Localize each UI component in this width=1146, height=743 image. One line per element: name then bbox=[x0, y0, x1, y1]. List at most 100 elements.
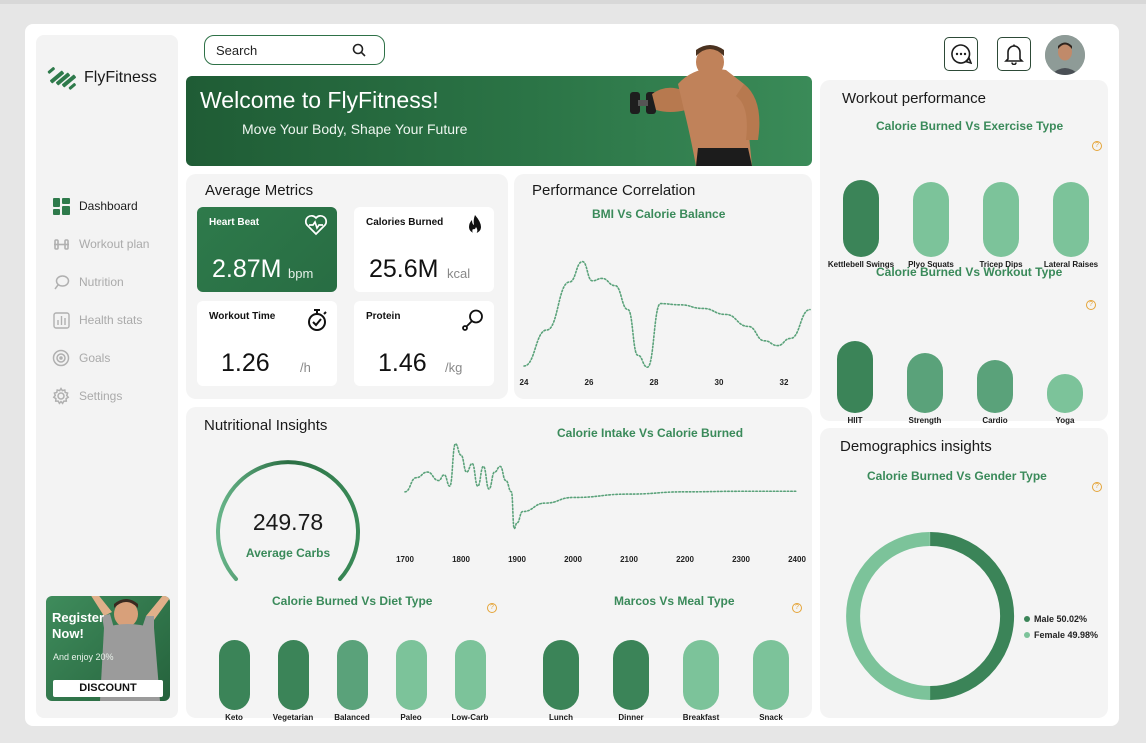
sidebar-item-settings[interactable]: Settings bbox=[52, 377, 176, 415]
banner-title: Welcome to FlyFitness! bbox=[200, 87, 439, 113]
x-tick-label: 24 bbox=[519, 378, 529, 387]
slice-male[interactable] bbox=[929, 532, 1015, 700]
bmi-line-chart bbox=[523, 260, 811, 369]
bar-cardio[interactable] bbox=[977, 360, 1013, 413]
heart-rate-icon bbox=[304, 214, 328, 236]
bar-vegetarian[interactable] bbox=[277, 640, 309, 710]
bar-dinner[interactable] bbox=[613, 640, 649, 710]
metric-label: Calories Burned bbox=[366, 217, 444, 228]
bar-label: Lateral Raises bbox=[1043, 260, 1099, 269]
bar-label: Cardio bbox=[982, 416, 1008, 425]
target-icon bbox=[52, 349, 70, 367]
metric-unit: kcal bbox=[447, 266, 471, 281]
calorie-series-line bbox=[404, 443, 798, 530]
info-icon[interactable]: ? bbox=[1092, 482, 1102, 492]
heart-beat-card[interactable]: Heart Beat 2.87M bpm bbox=[197, 207, 337, 292]
x-tick-label: 32 bbox=[779, 378, 789, 387]
bar-label: Snack bbox=[759, 713, 783, 722]
workout-performance-card: Workout performance Calorie Burned Vs Ex… bbox=[820, 80, 1108, 425]
sidebar-item-dashboard[interactable]: Dashboard bbox=[52, 187, 176, 225]
x-tick-label: 1700 bbox=[396, 555, 414, 564]
bar-snack[interactable] bbox=[753, 640, 789, 710]
bar-tricep-dips[interactable] bbox=[983, 182, 1019, 257]
search-bar[interactable]: Search bbox=[204, 35, 385, 65]
bar-strength[interactable] bbox=[907, 353, 943, 413]
metric-value: 1.26 bbox=[221, 349, 270, 377]
promo-title: Register Now! bbox=[52, 610, 105, 641]
legend-swatch bbox=[1024, 616, 1030, 622]
x-tick-label: 2000 bbox=[564, 555, 582, 564]
bar-balanced[interactable] bbox=[336, 640, 368, 710]
exercise-chart-title: Calorie Burned Vs Exercise Type bbox=[876, 119, 1064, 133]
metric-unit: /kg bbox=[445, 360, 463, 375]
legend-label: Female 49.98% bbox=[1034, 630, 1099, 640]
bar-yoga[interactable] bbox=[1047, 374, 1083, 413]
bar-low-carb[interactable] bbox=[454, 640, 486, 710]
sidebar-item-workout-plan[interactable]: Workout plan bbox=[52, 225, 176, 263]
metric-label: Protein bbox=[366, 311, 401, 322]
legend-label: Male 50.02% bbox=[1034, 614, 1088, 624]
meal-chart-title: Marcos Vs Meal Type bbox=[614, 594, 735, 608]
chat-icon bbox=[951, 44, 972, 65]
bar-lateral-raises[interactable] bbox=[1053, 182, 1089, 257]
workout-time-card[interactable]: Workout Time 1.26 /h bbox=[197, 301, 337, 386]
search-input[interactable]: Search bbox=[216, 43, 258, 58]
slice-female[interactable] bbox=[846, 532, 931, 701]
sidebar: FlyFitness Dashboard Workout plan Nutrit… bbox=[36, 35, 178, 718]
messages-button[interactable] bbox=[944, 37, 978, 71]
bmi-series-line bbox=[523, 260, 811, 369]
carbs-gauge bbox=[216, 460, 360, 581]
promo-subtitle: And enjoy 20% bbox=[53, 652, 114, 662]
discount-button[interactable]: DISCOUNT bbox=[53, 680, 163, 697]
bar-plyo-squats[interactable] bbox=[913, 182, 949, 257]
notifications-button[interactable] bbox=[997, 37, 1031, 71]
bodybuilder-image bbox=[630, 45, 760, 166]
sidebar-nav: Dashboard Workout plan Nutrition Health … bbox=[52, 187, 176, 415]
nutritional-insights-card: Nutritional Insights 249.78 Average Carb… bbox=[186, 407, 812, 722]
bar-label: Balanced bbox=[334, 713, 370, 722]
x-tick-label: 1800 bbox=[452, 555, 470, 564]
sidebar-item-nutrition[interactable]: Nutrition bbox=[52, 263, 176, 301]
app-logo[interactable]: FlyFitness bbox=[46, 65, 157, 91]
sidebar-item-goals[interactable]: Goals bbox=[52, 339, 176, 377]
bar-lunch[interactable] bbox=[543, 640, 579, 710]
bar-hiit[interactable] bbox=[837, 341, 873, 413]
info-icon[interactable]: ? bbox=[1086, 300, 1096, 310]
dumbbell-icon bbox=[52, 235, 70, 253]
info-icon[interactable]: ? bbox=[1092, 141, 1102, 151]
window-top-edge bbox=[0, 0, 1146, 4]
metric-unit: /h bbox=[300, 360, 311, 375]
sidebar-item-label: Health stats bbox=[79, 313, 143, 327]
x-tick-label: 30 bbox=[714, 378, 724, 387]
bar-kettlebell-swings[interactable] bbox=[843, 180, 879, 257]
promo-card[interactable]: Register Now! And enjoy 20% DISCOUNT bbox=[46, 596, 170, 701]
bar-keto[interactable] bbox=[218, 640, 250, 710]
metric-label: Heart Beat bbox=[209, 217, 260, 228]
calories-burned-card[interactable]: Calories Burned 25.6M kcal bbox=[354, 207, 494, 292]
legend-item-male: Male 50.02% bbox=[1024, 614, 1087, 624]
info-icon[interactable]: ? bbox=[487, 603, 497, 613]
diet-chart-title: Calorie Burned Vs Diet Type bbox=[272, 594, 433, 608]
bar-label: Low-Carb bbox=[451, 713, 489, 722]
gender-donut-chart bbox=[846, 532, 1015, 701]
app-name: FlyFitness bbox=[84, 69, 157, 86]
x-tick-label: 2200 bbox=[676, 555, 694, 564]
sidebar-item-health-stats[interactable]: Health stats bbox=[52, 301, 176, 339]
bar-label: Kettlebell Swings bbox=[827, 260, 895, 269]
metric-unit: bpm bbox=[288, 266, 314, 281]
bar-breakfast[interactable] bbox=[683, 640, 719, 710]
bar-label: Dinner bbox=[618, 713, 644, 722]
info-icon[interactable]: ? bbox=[792, 603, 802, 613]
bar-label: HIIT bbox=[847, 416, 863, 425]
user-avatar[interactable] bbox=[1045, 35, 1085, 75]
demographics-card: Demographics insights Calorie Burned Vs … bbox=[820, 428, 1108, 718]
flame-icon bbox=[469, 215, 481, 235]
bar-label: Keto bbox=[225, 713, 243, 722]
bar-paleo[interactable] bbox=[395, 640, 427, 710]
x-tick-label: 2100 bbox=[620, 555, 638, 564]
protein-card[interactable]: Protein 1.46 /kg bbox=[354, 301, 494, 386]
x-tick-label: 1900 bbox=[508, 555, 526, 564]
average-metrics-title: Average Metrics bbox=[205, 182, 314, 199]
x-tick-label: 2300 bbox=[732, 555, 750, 564]
x-tick-label: 26 bbox=[584, 378, 594, 387]
